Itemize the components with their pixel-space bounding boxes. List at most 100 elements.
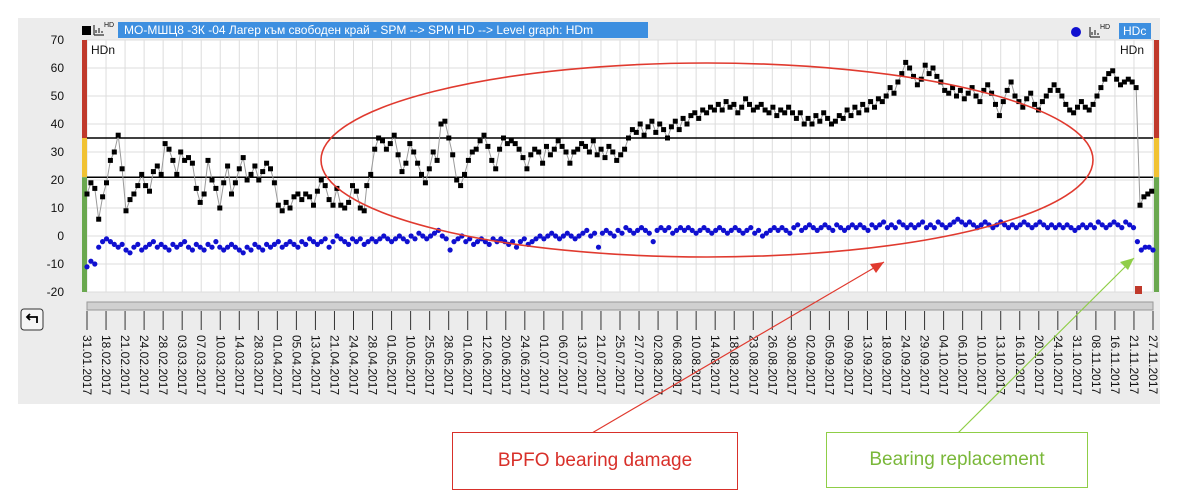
x-tick-label: 25.07.2017 [613, 335, 627, 395]
hdc-point [635, 227, 641, 233]
hdc-point [756, 227, 762, 233]
hdc-point [966, 219, 973, 225]
hdm-point [104, 180, 109, 186]
hdm-point [700, 107, 706, 113]
hdm-point [524, 166, 530, 172]
x-tick-label: 27.11.2017 [1146, 335, 1160, 394]
selection-marker[interactable] [1135, 286, 1142, 294]
hdc-point [127, 250, 133, 256]
hdm-point [123, 208, 129, 214]
hdm-point [150, 169, 156, 175]
hdm-point [708, 104, 713, 110]
y-tick-label: 10 [51, 201, 65, 215]
hdc-point [908, 222, 914, 228]
hdc-point [119, 241, 125, 247]
hdm-point [790, 110, 795, 116]
hdc-point [322, 236, 328, 242]
hdc-point [584, 227, 590, 233]
hdc-point [307, 236, 313, 242]
hdc-point [935, 219, 941, 225]
hdm-point [774, 113, 780, 119]
hdc-point [162, 244, 168, 250]
hdc-point [1134, 239, 1140, 245]
hdm-point [985, 82, 991, 88]
hdc-point [689, 227, 695, 233]
hdm-point [606, 143, 612, 149]
svg-text:HD: HD [1100, 24, 1110, 31]
hdm-point [248, 171, 254, 177]
hdc-point [881, 219, 887, 225]
hdm-point [1118, 82, 1123, 88]
replacement-arrow-line [957, 257, 1135, 434]
hdc-point [849, 222, 855, 228]
hdc-point [939, 222, 945, 228]
hdm-point [1141, 194, 1147, 200]
hdm-point [864, 107, 870, 113]
timeline-scrollbar[interactable] [86, 301, 1154, 311]
right-zone-bar [1154, 40, 1159, 292]
hdc-point [330, 239, 336, 245]
hdc-point [877, 222, 883, 228]
x-tick-label: 25.05.2017 [423, 335, 437, 395]
hdc-point [717, 225, 723, 231]
hdc-point [595, 244, 602, 250]
hdm-point [993, 101, 998, 107]
hdc-point [84, 264, 90, 270]
hdm-point [528, 152, 534, 158]
hdm-point [739, 104, 745, 110]
hdm-point [1086, 107, 1092, 113]
hdc-point [802, 225, 809, 231]
hdc-point [1033, 222, 1039, 228]
x-tick-label: 16.10.2017 [1013, 335, 1027, 395]
x-tick-label: 01.04.2017 [270, 335, 284, 395]
hdm-point [571, 149, 577, 155]
hdm-point [368, 171, 374, 177]
hdc-point [732, 225, 738, 231]
back-button[interactable] [20, 308, 44, 331]
hdc-point [404, 239, 410, 245]
zone-red-right [1154, 40, 1159, 138]
hdm-point [493, 166, 499, 172]
hdc-point [96, 244, 102, 250]
hdc-point [416, 230, 422, 236]
hdm-point [162, 141, 168, 147]
hdc-point [279, 244, 285, 250]
x-tick-label: 13.09.2017 [860, 335, 874, 395]
hdm-point [1004, 87, 1010, 93]
hdm-point [911, 73, 916, 79]
hdm-point [170, 157, 176, 163]
hdc-series-points [84, 216, 1156, 270]
hdc-point [385, 236, 391, 242]
hdc-point [912, 225, 918, 231]
x-tick-label: 20.06.2017 [499, 335, 513, 395]
hdm-point [1047, 87, 1053, 93]
x-tick-label: 01.05.2017 [385, 335, 399, 395]
x-tick-label: 13.10.2017 [994, 335, 1008, 395]
hdc-point [783, 227, 789, 233]
hdc-point [365, 239, 371, 245]
hdc-point [759, 233, 766, 239]
x-tick-label: 18.08.2017 [727, 335, 741, 395]
svg-text:HD: HD [104, 22, 114, 29]
x-tick-label: 29.09.2017 [918, 335, 932, 395]
hdm-point [512, 141, 518, 147]
hdm-point [1145, 191, 1151, 197]
hdc-point [474, 239, 481, 245]
hd-chart-icon-right[interactable]: HD [1089, 24, 1110, 38]
hdm-point [977, 99, 983, 105]
hdc-point [931, 225, 937, 231]
hdm-point [805, 115, 811, 121]
hdm-point [626, 135, 631, 141]
hdm-point [719, 107, 725, 113]
hdm-point [996, 113, 1002, 119]
hd-chart-icon[interactable]: HD [93, 22, 114, 36]
hdc-point [564, 230, 570, 236]
replacement-callout: Bearing replacement [826, 432, 1088, 488]
x-tick-label: 02.08.2017 [651, 335, 665, 395]
hdm-point [836, 113, 842, 119]
hdc-point [361, 241, 367, 247]
x-tick-label: 01.07.2017 [537, 335, 551, 395]
hdm-point [209, 177, 215, 183]
hdc-label-box[interactable] [1119, 23, 1151, 39]
hdm-point [229, 191, 234, 197]
